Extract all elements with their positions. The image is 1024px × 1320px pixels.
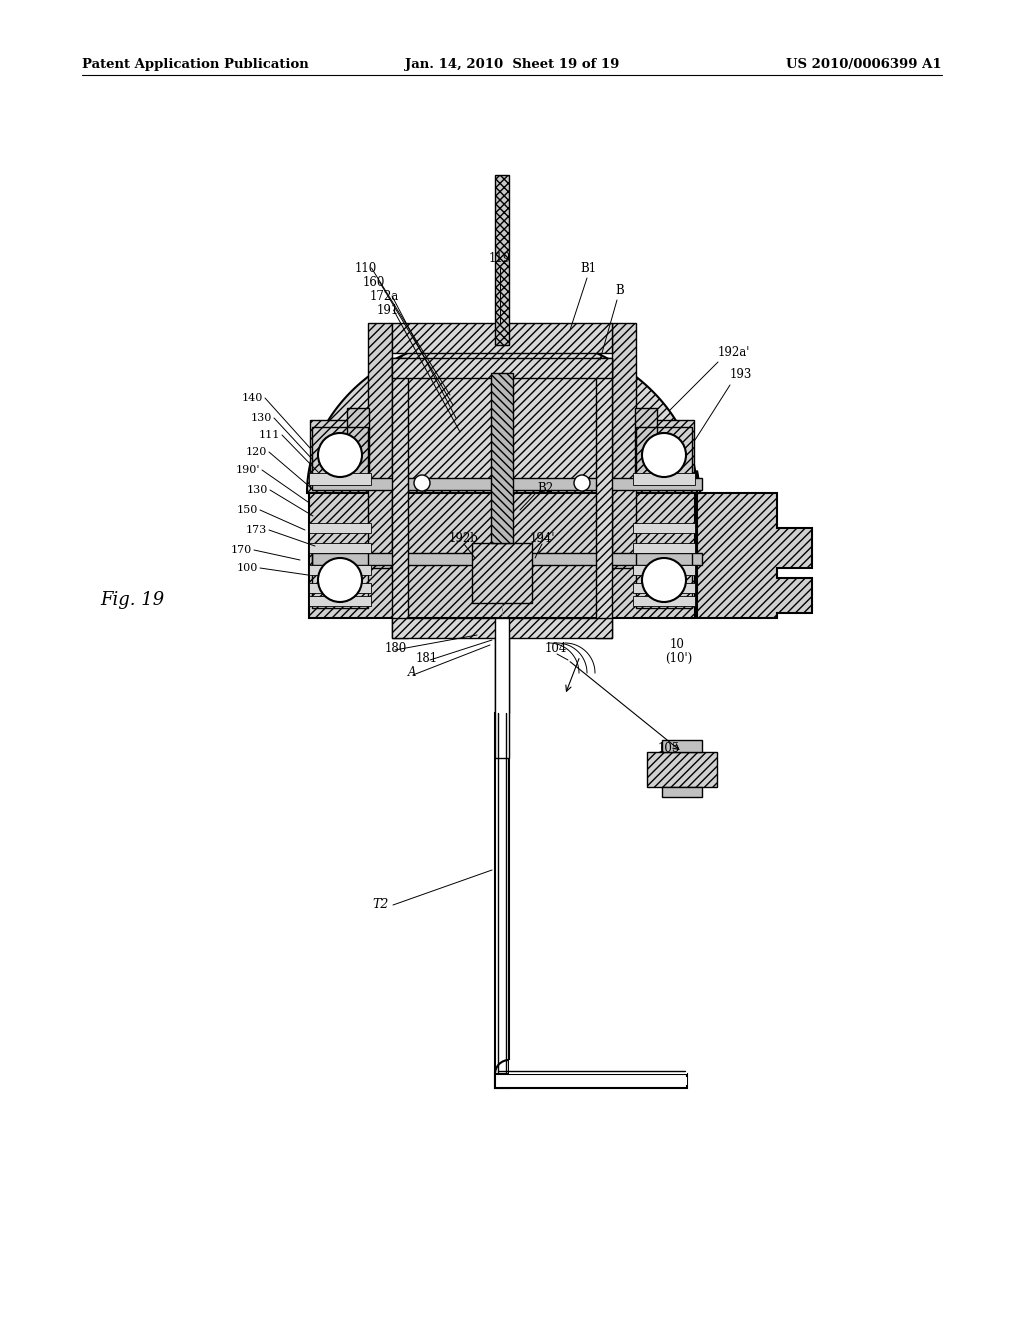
Bar <box>309 583 371 593</box>
Text: 170: 170 <box>230 545 252 554</box>
Bar <box>498 1077 687 1085</box>
Polygon shape <box>307 333 697 492</box>
Text: 130: 130 <box>247 484 268 495</box>
Bar <box>636 426 692 483</box>
Bar <box>636 420 694 488</box>
Text: 192a': 192a' <box>718 346 751 359</box>
Bar <box>309 523 371 533</box>
Text: 172a: 172a <box>370 289 399 302</box>
Text: B1: B1 <box>580 261 596 275</box>
Text: 193: 193 <box>730 368 753 381</box>
Bar <box>662 741 702 752</box>
Text: 10: 10 <box>670 639 685 652</box>
Bar <box>633 565 695 576</box>
Bar <box>633 523 695 533</box>
Bar <box>392 323 612 352</box>
Bar <box>309 597 371 606</box>
Bar <box>392 358 408 638</box>
Text: 191: 191 <box>377 304 399 317</box>
Bar <box>662 787 702 797</box>
Text: 194': 194' <box>529 532 555 544</box>
Text: T2: T2 <box>372 899 388 912</box>
Bar <box>633 473 695 484</box>
Text: (10'): (10') <box>665 652 692 664</box>
Text: 100: 100 <box>237 564 258 573</box>
Bar <box>309 565 371 576</box>
Bar <box>490 374 513 543</box>
Text: Fig. 19: Fig. 19 <box>100 591 164 609</box>
Bar <box>347 408 369 488</box>
Bar <box>495 176 509 345</box>
Bar <box>633 543 695 553</box>
Circle shape <box>642 433 686 477</box>
Bar <box>472 543 532 603</box>
Text: 150: 150 <box>237 506 258 515</box>
Circle shape <box>318 433 362 477</box>
Bar <box>612 323 636 568</box>
Bar <box>635 408 657 488</box>
Bar <box>309 543 371 553</box>
Bar <box>309 492 695 618</box>
Bar <box>633 583 695 593</box>
Text: 120: 120 <box>246 447 267 457</box>
Bar <box>392 358 612 378</box>
Text: B: B <box>615 284 624 297</box>
Bar <box>636 552 692 609</box>
Text: 104: 104 <box>545 642 567 655</box>
Bar <box>392 618 612 638</box>
Circle shape <box>642 558 686 602</box>
Bar <box>495 713 509 1088</box>
Bar <box>312 426 368 483</box>
Text: 105: 105 <box>658 742 680 755</box>
Text: US 2010/0006399 A1: US 2010/0006399 A1 <box>786 58 942 71</box>
Text: 192b: 192b <box>450 532 479 544</box>
Bar <box>312 553 702 565</box>
Text: 130: 130 <box>251 413 272 422</box>
Circle shape <box>318 558 362 602</box>
Text: 173: 173 <box>246 525 267 535</box>
Text: 140: 140 <box>242 393 263 403</box>
Bar <box>633 597 695 606</box>
Text: 181: 181 <box>416 652 438 664</box>
Text: 190': 190' <box>236 465 260 475</box>
Polygon shape <box>697 492 812 618</box>
Bar <box>495 618 509 758</box>
Text: 180: 180 <box>385 642 408 655</box>
Bar <box>596 358 612 638</box>
Bar <box>368 323 392 568</box>
Text: B2: B2 <box>537 482 553 495</box>
Circle shape <box>414 475 430 491</box>
Bar <box>312 552 368 609</box>
Bar <box>495 1074 687 1088</box>
Text: A: A <box>408 665 417 678</box>
Bar <box>312 478 702 490</box>
Text: 110: 110 <box>355 261 377 275</box>
Text: Patent Application Publication: Patent Application Publication <box>82 58 309 71</box>
Polygon shape <box>697 471 702 574</box>
Text: Jan. 14, 2010  Sheet 19 of 19: Jan. 14, 2010 Sheet 19 of 19 <box>404 58 620 71</box>
Bar <box>647 752 717 787</box>
Circle shape <box>574 475 590 491</box>
Bar <box>310 420 368 488</box>
Text: 160: 160 <box>362 276 385 289</box>
Text: 111: 111 <box>259 430 280 440</box>
Bar <box>309 473 371 484</box>
Text: 119: 119 <box>488 252 511 264</box>
Bar <box>509 1060 687 1074</box>
